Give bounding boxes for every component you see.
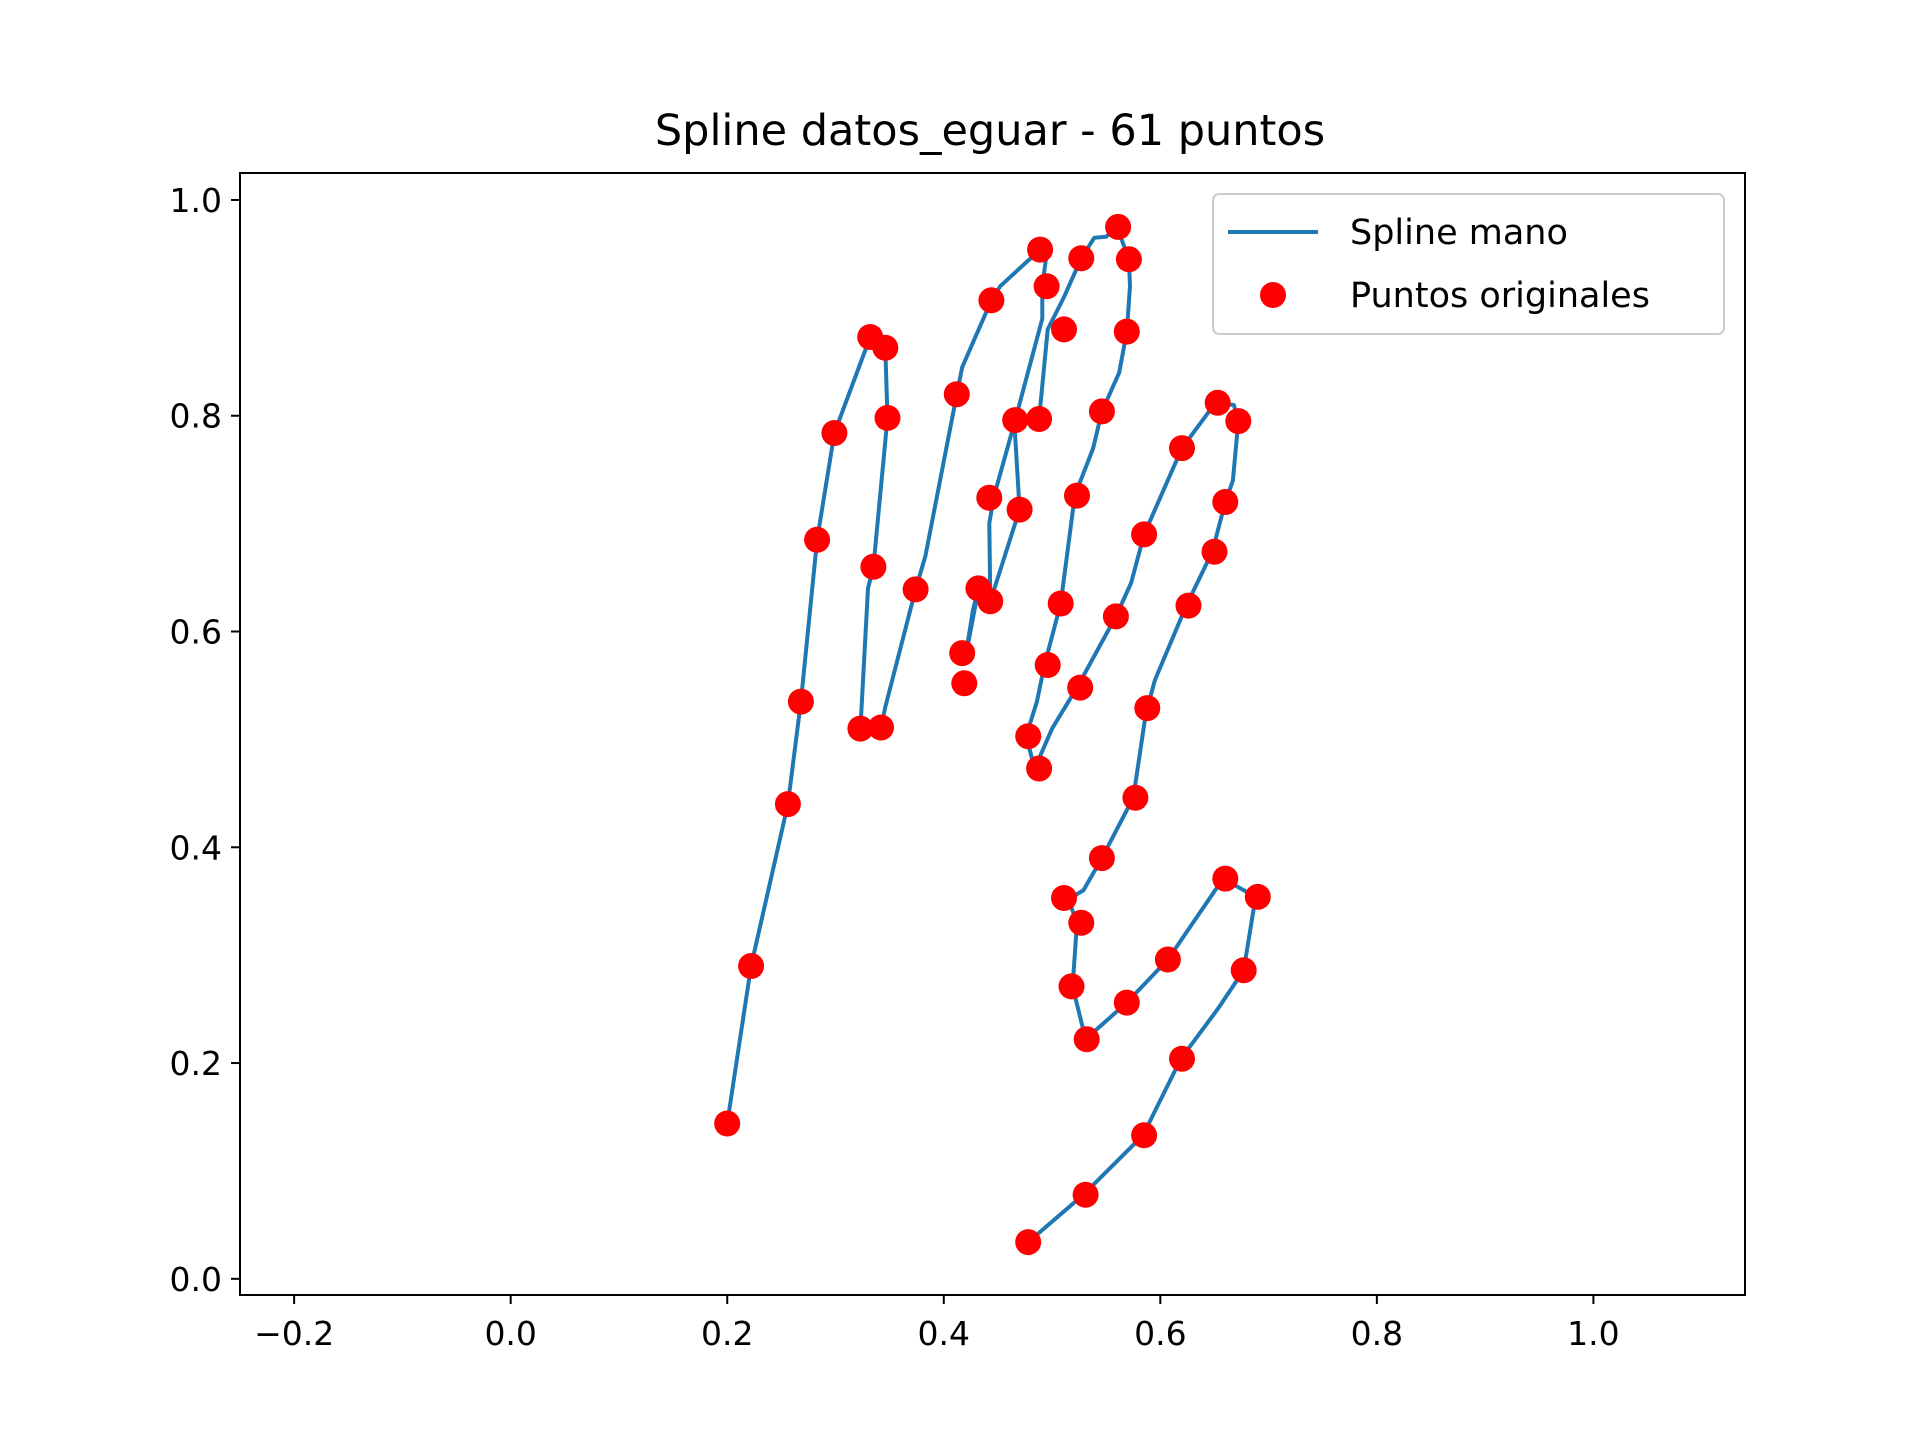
data-point <box>949 640 976 667</box>
data-point <box>1088 398 1115 425</box>
data-point <box>1058 973 1085 1000</box>
data-point <box>1051 316 1077 343</box>
x-tick-label: 0.4 <box>918 1314 970 1353</box>
data-point <box>804 526 831 553</box>
data-point <box>1113 989 1140 1016</box>
plot-area <box>240 173 1745 1295</box>
data-point <box>978 287 1005 314</box>
data-point <box>1105 213 1132 240</box>
data-point <box>1068 245 1095 272</box>
data-point <box>872 334 899 361</box>
data-point <box>787 688 814 715</box>
data-point <box>1212 865 1239 892</box>
data-point <box>1169 435 1195 462</box>
data-point <box>1034 652 1061 678</box>
axis-ticks: −0.2 0.0 0.2 0.4 0.6 0.8 1.0 0.0 0.2 0.4 0.6 0.8 1.0 <box>170 181 1620 1353</box>
x-tick-label: −0.2 <box>254 1314 334 1353</box>
y-tick-label: 0.2 <box>170 1044 222 1083</box>
data-point <box>1026 406 1053 432</box>
x-tick-label: 0.6 <box>1134 1314 1186 1353</box>
axes-frame <box>239 172 1746 1296</box>
data-point <box>951 670 978 697</box>
data-point <box>1122 784 1149 811</box>
data-point <box>1068 909 1095 936</box>
legend-box <box>1212 193 1725 335</box>
x-tick-label: 0.2 <box>701 1314 753 1353</box>
data-point <box>868 714 894 741</box>
y-tick-label: 1.0 <box>170 181 222 220</box>
chart-title: Spline datos_eguar - 61 puntos <box>655 106 1325 156</box>
data-point <box>902 576 929 603</box>
y-tick-label: 0.8 <box>170 397 222 436</box>
data-point <box>1131 521 1158 548</box>
data-point <box>738 953 765 979</box>
data-point <box>1115 246 1142 273</box>
y-tick-label: 0.4 <box>170 828 222 867</box>
data-point <box>1015 1229 1042 1256</box>
data-point <box>1051 885 1077 911</box>
data-point <box>1102 603 1129 630</box>
data-point <box>1134 695 1161 722</box>
data-point <box>1113 318 1140 345</box>
data-point <box>1002 407 1029 434</box>
legend-label-spline: Spline mano <box>1350 213 1568 253</box>
legend: Spline mano Puntos originales <box>1212 193 1725 335</box>
data-point <box>977 588 1004 615</box>
spline-layer <box>725 224 1258 1244</box>
points-layer <box>714 213 1271 1256</box>
y-tick-label: 0.6 <box>170 613 222 652</box>
data-point <box>1204 389 1231 416</box>
data-point <box>1225 408 1252 435</box>
data-point <box>1027 236 1054 263</box>
data-point <box>1230 957 1257 984</box>
data-point <box>976 484 1003 511</box>
legend-marker-swatch <box>1260 282 1286 308</box>
data-point <box>860 553 887 580</box>
data-point <box>1072 1181 1099 1208</box>
data-point <box>847 715 874 742</box>
data-point <box>1033 273 1060 300</box>
data-point <box>1154 946 1181 973</box>
data-point <box>1169 1045 1195 1072</box>
data-point <box>821 420 848 446</box>
data-point <box>1175 592 1202 619</box>
data-point <box>774 791 801 818</box>
data-point <box>1201 538 1228 565</box>
x-tick-label: 1.0 <box>1567 1314 1619 1353</box>
legend-label-points: Puntos originales <box>1350 276 1650 316</box>
data-point <box>1026 755 1053 782</box>
y-tick-label: 0.0 <box>170 1260 222 1299</box>
data-point <box>714 1110 741 1137</box>
x-tick-label: 0.0 <box>484 1314 536 1353</box>
data-point <box>1244 883 1271 910</box>
data-point <box>1064 482 1090 509</box>
x-tick-label: 0.8 <box>1351 1314 1403 1353</box>
data-point <box>1006 496 1033 523</box>
data-point <box>1131 1122 1158 1149</box>
data-point <box>874 404 901 431</box>
data-point <box>943 381 970 408</box>
data-point <box>1073 1026 1100 1053</box>
data-point <box>1015 723 1042 750</box>
data-point <box>1088 845 1115 872</box>
data-point <box>1047 590 1074 617</box>
data-point <box>1212 489 1239 515</box>
spline-mano-line <box>725 224 1258 1244</box>
data-point <box>1067 674 1094 701</box>
